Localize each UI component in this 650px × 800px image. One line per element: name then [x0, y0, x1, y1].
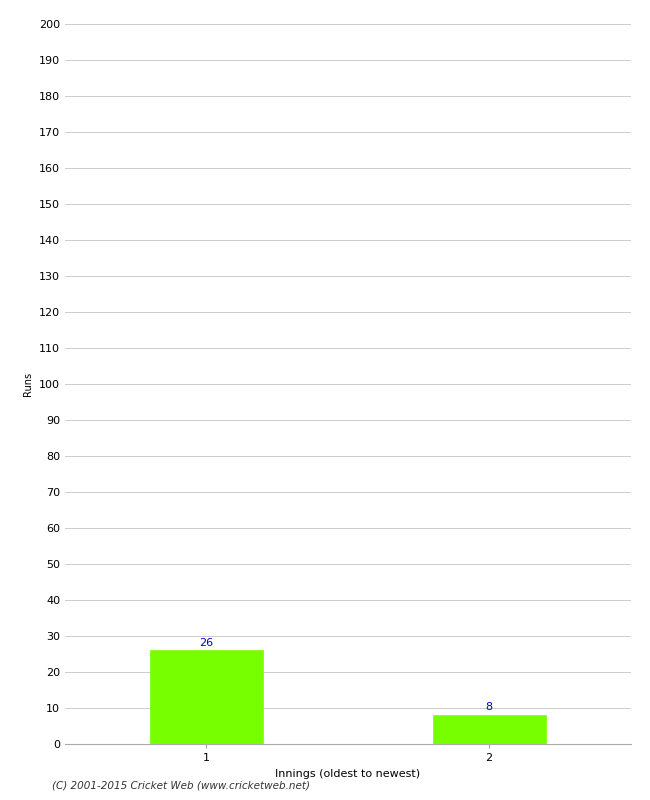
X-axis label: Innings (oldest to newest): Innings (oldest to newest): [275, 769, 421, 778]
Y-axis label: Runs: Runs: [23, 372, 33, 396]
Text: 26: 26: [200, 638, 213, 647]
Bar: [150, 650, 263, 744]
Bar: [433, 715, 546, 744]
Text: 8: 8: [486, 702, 493, 712]
Text: (C) 2001-2015 Cricket Web (www.cricketweb.net): (C) 2001-2015 Cricket Web (www.cricketwe…: [52, 781, 310, 790]
